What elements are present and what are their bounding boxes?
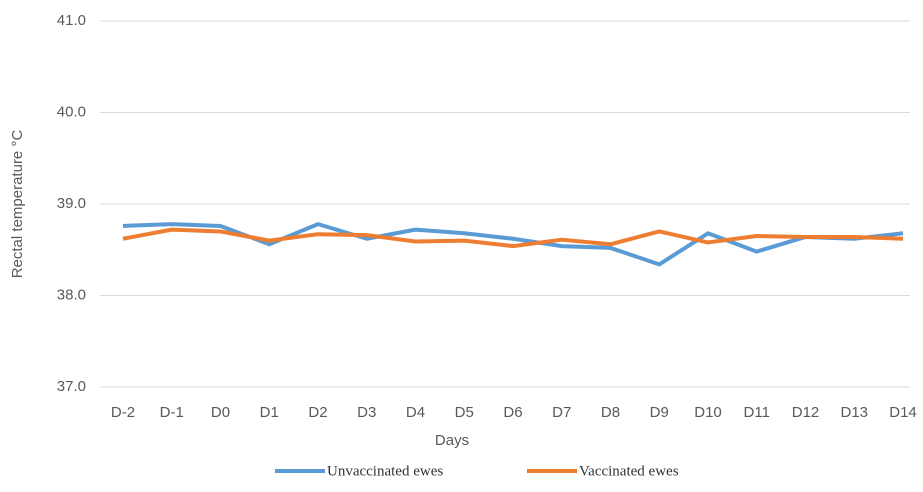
x-tick-label: D3 (357, 404, 376, 421)
x-tick-label: D6 (503, 404, 522, 421)
x-tick-label: D4 (406, 404, 425, 421)
x-tick-label: D13 (840, 404, 868, 421)
x-tick-label: D2 (308, 404, 327, 421)
x-tick-label: D0 (211, 404, 230, 421)
legend: Unvaccinated ewes Vaccinated ewes (275, 463, 679, 479)
y-tick-label: 41.0 (57, 12, 86, 29)
x-tick-label: D-1 (160, 404, 184, 421)
x-tick-label: D9 (650, 404, 669, 421)
x-tick-label: D14 (889, 404, 917, 421)
x-tick-label: D11 (744, 404, 770, 421)
y-tick-label: 39.0 (57, 195, 86, 212)
x-tick-label: D7 (552, 404, 571, 421)
x-tick-label: D8 (601, 404, 620, 421)
legend-label: Unvaccinated ewes (327, 463, 443, 479)
x-tick-label: D5 (455, 404, 474, 421)
x-tick-label: D-2 (111, 404, 135, 421)
x-tick-label: D1 (260, 404, 279, 421)
x-tick-label: D12 (792, 404, 820, 421)
x-tick-label: D10 (694, 404, 722, 421)
y-tick-label: 37.0 (57, 378, 86, 395)
y-tick-label: 40.0 (57, 103, 86, 120)
series-line (122, 227, 904, 249)
y-axis-label: Rectal temperature °C (9, 130, 26, 279)
y-tick-label: 38.0 (57, 286, 86, 303)
x-axis-label: Days (435, 432, 469, 449)
legend-label: Vaccinated ewes (579, 463, 679, 479)
